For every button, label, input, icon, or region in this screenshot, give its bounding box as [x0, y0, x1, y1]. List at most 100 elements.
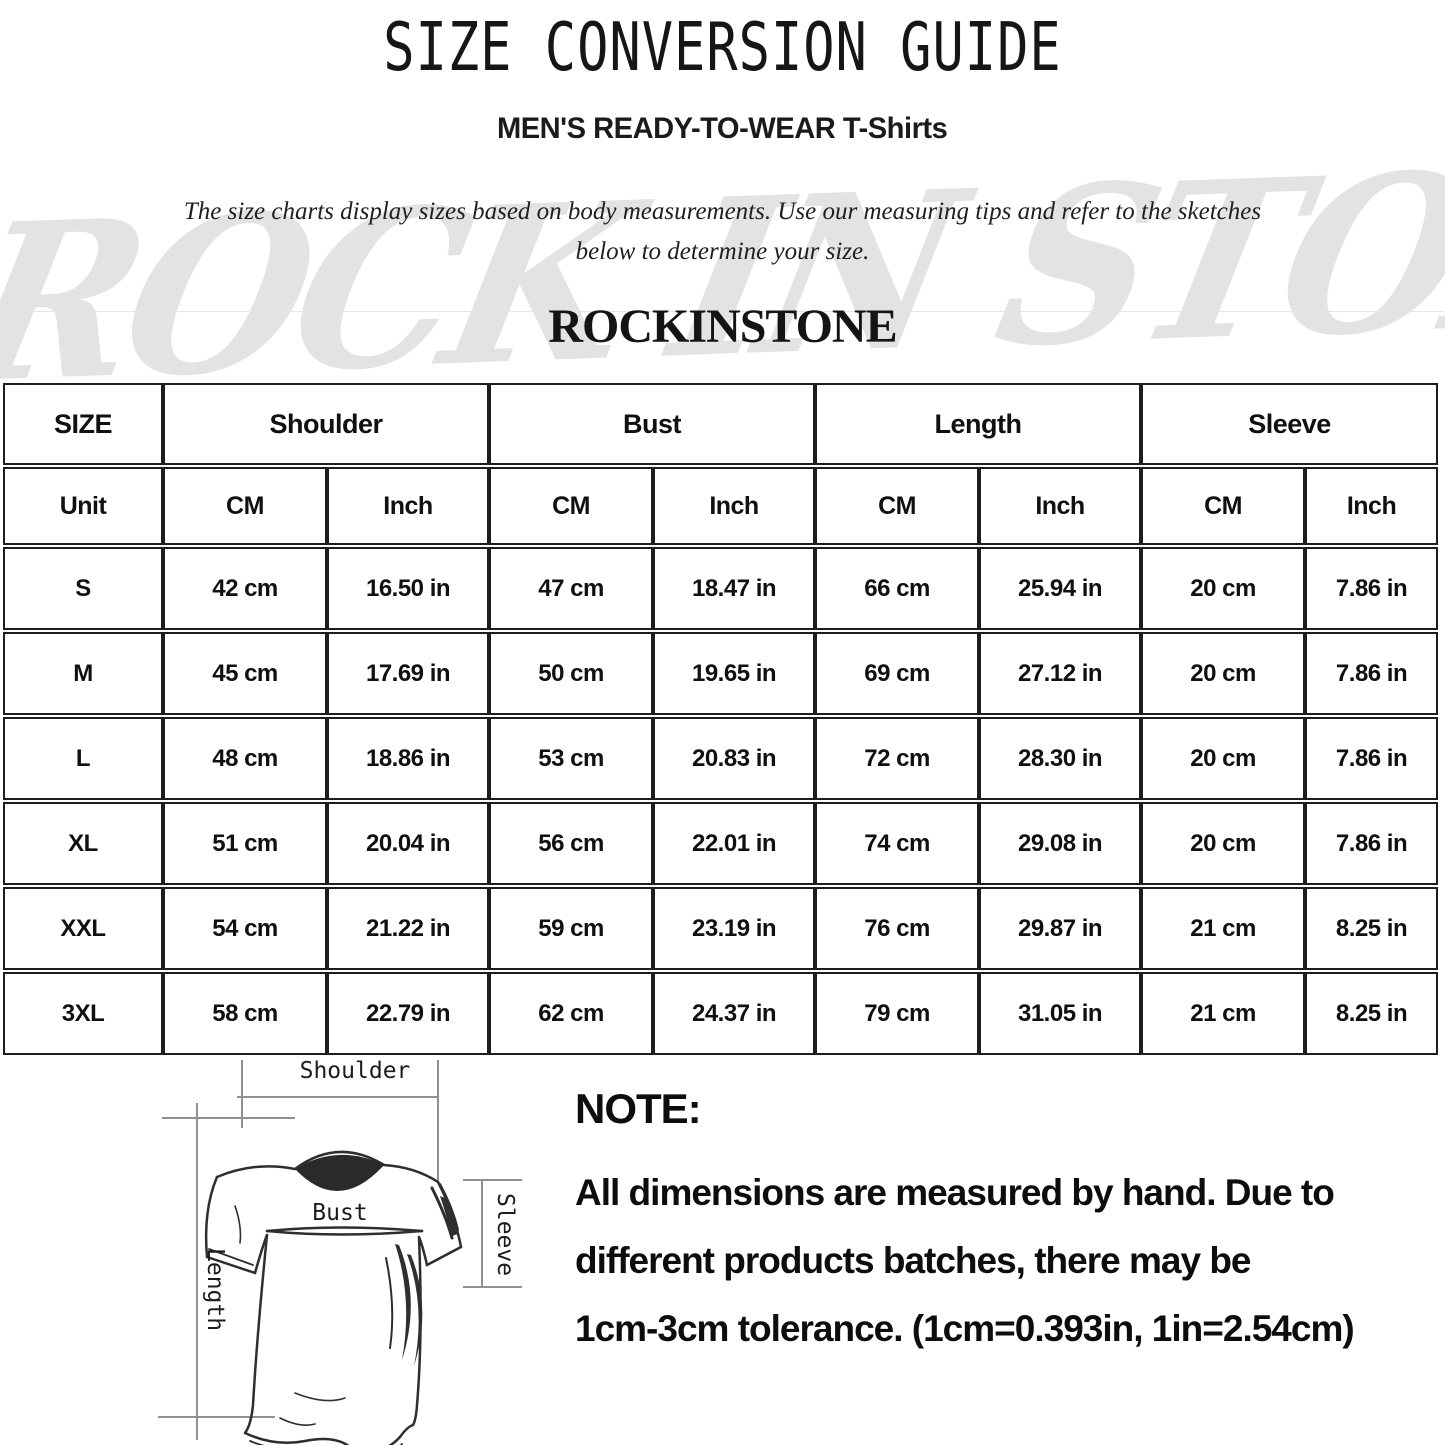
header: SIZE CONVERSION GUIDE [0, 10, 1445, 87]
shoulder-label: Shoulder [300, 1058, 411, 1084]
data-cell: 51 cm [163, 802, 327, 885]
table-row-size-xl: XL 51 cm 20.04 in 56 cm 22.01 in 74 cm 2… [3, 802, 1439, 885]
data-cell: 22.79 in [327, 972, 490, 1055]
size-cell: S [3, 547, 163, 630]
unit-inch-cell: Inch [653, 467, 816, 545]
size-cell: 3XL [3, 972, 163, 1055]
data-cell: 54 cm [163, 887, 327, 970]
data-cell: 76 cm [815, 887, 980, 970]
data-cell: 42 cm [163, 547, 327, 630]
bust-label: Bust [312, 1200, 367, 1226]
data-cell: 28.30 in [979, 717, 1142, 800]
data-cell: 21 cm [1141, 887, 1306, 970]
data-cell: 18.86 in [327, 717, 490, 800]
note-heading: NOTE: [575, 1085, 702, 1132]
unit-inch-cell: Inch [327, 467, 490, 545]
data-cell: 7.86 in [1305, 632, 1439, 715]
data-cell: 29.87 in [979, 887, 1142, 970]
data-cell: 29.08 in [979, 802, 1142, 885]
unit-cm-cell: CM [163, 467, 327, 545]
data-cell: 72 cm [815, 717, 980, 800]
table-row-size-xxl: XXL 54 cm 21.22 in 59 cm 23.19 in 76 cm … [3, 887, 1439, 970]
data-cell: 45 cm [163, 632, 327, 715]
table-row: Unit CM Inch CM Inch CM Inch CM Inch [3, 467, 1439, 545]
tshirt-shading [395, 1196, 458, 1366]
sleeve-label: Sleeve [492, 1193, 518, 1276]
measurement-lines [158, 1060, 522, 1440]
description-line-2: below to determine your size. [575, 238, 870, 265]
table-row-size-m: M 45 cm 17.69 in 50 cm 19.65 in 69 cm 27… [3, 632, 1439, 715]
size-cell: M [3, 632, 163, 715]
data-cell: 20.83 in [653, 717, 816, 800]
data-cell: 7.86 in [1305, 717, 1439, 800]
size-table-container: SIZE Shoulder Bust Length Sleeve Unit CM… [3, 381, 1439, 1057]
unit-cm-cell: CM [1141, 467, 1306, 545]
data-cell: 25.94 in [979, 547, 1142, 630]
data-cell: 24.37 in [653, 972, 816, 1055]
data-cell: 20 cm [1141, 547, 1306, 630]
data-cell: 21.22 in [327, 887, 490, 970]
data-cell: 7.86 in [1305, 802, 1439, 885]
table-row-size-3xl: 3XL 58 cm 22.79 in 62 cm 24.37 in 79 cm … [3, 972, 1439, 1055]
table-row: SIZE Shoulder Bust Length Sleeve [3, 383, 1439, 465]
data-cell: 79 cm [815, 972, 980, 1055]
data-cell: 62 cm [489, 972, 654, 1055]
unit-header-cell: Unit [3, 467, 163, 545]
note-line-2: different products batches, there may be [575, 1240, 1252, 1281]
data-cell: 16.50 in [327, 547, 490, 630]
data-cell: 27.12 in [979, 632, 1142, 715]
data-cell: 8.25 in [1305, 887, 1439, 970]
size-cell: XL [3, 802, 163, 885]
data-cell: 47 cm [489, 547, 654, 630]
data-cell: 58 cm [163, 972, 327, 1055]
group-header-length: Length [815, 383, 1142, 465]
data-cell: 19.65 in [653, 632, 816, 715]
data-cell: 18.47 in [653, 547, 816, 630]
data-cell: 66 cm [815, 547, 980, 630]
brand-row: ROCKINSTONE [0, 299, 1445, 354]
data-cell: 74 cm [815, 802, 980, 885]
data-cell: 20 cm [1141, 717, 1306, 800]
length-label: Length [202, 1248, 228, 1331]
group-header-bust: Bust [489, 383, 816, 465]
size-cell: L [3, 717, 163, 800]
description: The size charts display sizes based on b… [0, 192, 1445, 272]
data-cell: 17.69 in [327, 632, 490, 715]
size-conversion-table: SIZE Shoulder Bust Length Sleeve Unit CM… [3, 381, 1439, 1057]
size-cell: XXL [3, 887, 163, 970]
tshirt-sketch: Shoulder Bust Length Sleeve [158, 1058, 522, 1445]
page-subtitle: MEN'S READY-TO-WEAR T-Shirts [497, 112, 948, 145]
data-cell: 20 cm [1141, 632, 1306, 715]
subheader: MEN'S READY-TO-WEAR T-Shirts [0, 112, 1445, 146]
note-line-1: All dimensions are measured by hand. Due… [575, 1172, 1335, 1213]
note-line-3: 1cm-3cm tolerance. (1cm=0.393in, 1in=2.5… [575, 1308, 1355, 1349]
note-section: NOTE: All dimensions are measured by han… [575, 1085, 1385, 1363]
unit-inch-cell: Inch [979, 467, 1142, 545]
data-cell: 23.19 in [653, 887, 816, 970]
brand-name: ROCKINSTONE [548, 300, 897, 353]
unit-cm-cell: CM [489, 467, 654, 545]
data-cell: 50 cm [489, 632, 654, 715]
group-header-sleeve: Sleeve [1141, 383, 1439, 465]
data-cell: 8.25 in [1305, 972, 1439, 1055]
data-cell: 20.04 in [327, 802, 490, 885]
table-row-size-s: S 42 cm 16.50 in 47 cm 18.47 in 66 cm 25… [3, 547, 1439, 630]
data-cell: 22.01 in [653, 802, 816, 885]
tshirt-outline [204, 1150, 463, 1445]
unit-inch-cell: Inch [1305, 467, 1439, 545]
data-cell: 48 cm [163, 717, 327, 800]
data-cell: 53 cm [489, 717, 654, 800]
data-cell: 21 cm [1141, 972, 1306, 1055]
data-cell: 7.86 in [1305, 547, 1439, 630]
divider-line [0, 311, 1445, 312]
unit-cm-cell: CM [815, 467, 980, 545]
data-cell: 56 cm [489, 802, 654, 885]
corner-header-cell: SIZE [3, 383, 163, 465]
data-cell: 59 cm [489, 887, 654, 970]
description-line-1: The size charts display sizes based on b… [183, 198, 1262, 225]
data-cell: 69 cm [815, 632, 980, 715]
group-header-shoulder: Shoulder [163, 383, 490, 465]
data-cell: 20 cm [1141, 802, 1306, 885]
table-row-size-l: L 48 cm 18.86 in 53 cm 20.83 in 72 cm 28… [3, 717, 1439, 800]
tshirt-measurement-diagram: Shoulder Bust Length Sleeve [140, 1048, 575, 1445]
